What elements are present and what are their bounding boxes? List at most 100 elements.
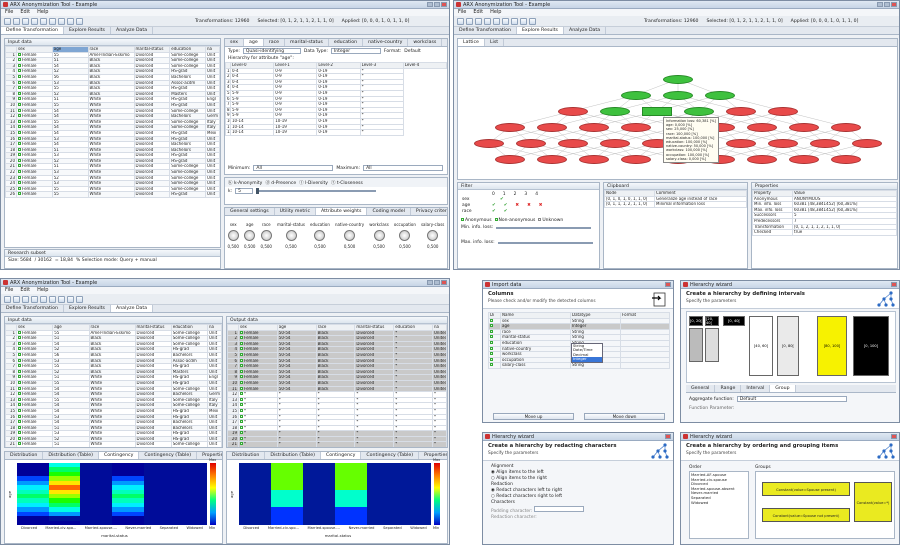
hierarchy-row[interactable]: 2 0-4 0-9 0-19 * — [225, 73, 447, 80]
include-checkbox[interactable] — [18, 80, 21, 84]
include-checkbox[interactable] — [18, 336, 21, 340]
include-checkbox[interactable] — [18, 114, 21, 118]
open-project-icon[interactable] — [466, 17, 473, 25]
include-cell[interactable] — [488, 340, 501, 347]
tab-interval[interactable]: Interval — [741, 385, 771, 392]
interval-diagram[interactable]: [0, 20[[20, 40[[0, 40[[40, 60[[0, 80[[80… — [686, 311, 896, 383]
include-checkbox[interactable] — [240, 370, 243, 373]
lattice-node[interactable] — [642, 107, 672, 116]
privacy-t[interactable]: ⓣ t-Closeness — [330, 180, 363, 186]
table-row[interactable]: 4 Female 52 Black Divorced HS-grad Unit — [5, 346, 222, 353]
include-checkbox[interactable] — [18, 103, 21, 106]
help-icon[interactable] — [76, 17, 83, 25]
include-checkbox[interactable] — [490, 358, 493, 361]
tab-define-transformation[interactable]: Define Transformation — [1, 305, 64, 312]
weight-control[interactable]: sex 0,500 — [228, 222, 239, 249]
table-row[interactable]: 21 * * * * * * — [227, 441, 447, 447]
lattice-node[interactable] — [495, 123, 525, 132]
table-row[interactable]: 5 Female 56 Black Divorced Bachelors Unit — [5, 74, 220, 81]
input-data-table-analyze[interactable]: sex age race marital-status education na 1 Fema… — [5, 324, 222, 447]
hierarchy-icon[interactable] — [49, 295, 56, 303]
table-row[interactable]: 10 Female 55 White Divorced HS-grad Unit — [5, 101, 220, 109]
menu-edit[interactable]: Edit — [20, 287, 31, 293]
new-project-icon[interactable] — [4, 17, 11, 25]
table-row[interactable]: 3 Female 54 Black Divorced Some-college Unit — [5, 62, 220, 70]
table-row[interactable]: 13 * * * * * * — [227, 396, 447, 404]
include-checkbox[interactable] — [18, 136, 21, 140]
anonymize-icon[interactable] — [58, 17, 65, 25]
tab-general[interactable]: General — [686, 385, 716, 392]
settings-icon[interactable] — [520, 17, 527, 25]
clipboard-table[interactable]: Node Comment [0, 1, 0, 1, 0, 1, 1, 0] Gener… — [604, 190, 747, 208]
table-row[interactable]: 17 * * * * * * — [227, 419, 447, 426]
save-project-icon[interactable] — [475, 17, 482, 25]
weight-knob-icon[interactable] — [260, 230, 272, 241]
close-button[interactable] — [891, 282, 897, 287]
lattice-node[interactable] — [831, 123, 861, 132]
tab-analyze-data[interactable]: Analyze Data — [564, 27, 607, 34]
include-checkbox[interactable] — [18, 164, 21, 168]
tab-setting[interactable]: Attribute weights — [316, 208, 368, 215]
close-button[interactable] — [665, 282, 671, 287]
lattice-node[interactable] — [705, 91, 735, 100]
output-data-table[interactable]: sex age race marital-status education na 1 Fema… — [227, 324, 447, 447]
lattice-node[interactable] — [726, 139, 756, 148]
weight-knob-icon[interactable] — [427, 230, 439, 241]
include-checkbox[interactable] — [240, 420, 243, 424]
lattice-node[interactable] — [663, 91, 693, 100]
lattice-node[interactable] — [768, 107, 798, 116]
tab-define-transformation[interactable]: Define Transformation — [454, 27, 517, 34]
tab-analysis[interactable]: Contingency (Table) — [139, 452, 198, 459]
include-checkbox[interactable] — [240, 336, 243, 340]
filter-mark-icon[interactable]: ✖ — [538, 203, 543, 208]
lattice-node[interactable] — [663, 75, 693, 84]
tab-explore-results[interactable]: Explore Results — [64, 27, 111, 34]
privacy-d[interactable]: ⓓ d-Presence — [265, 180, 297, 186]
include-checkbox[interactable] — [490, 363, 493, 367]
include-checkbox[interactable] — [18, 358, 21, 362]
include-checkbox[interactable] — [18, 442, 21, 446]
groups-diagram[interactable]: Constant(value=Spouse present) Constant(… — [755, 471, 895, 539]
include-checkbox[interactable] — [18, 131, 21, 134]
column-header[interactable]: education — [170, 324, 209, 331]
include-checkbox[interactable] — [18, 426, 21, 429]
table-row[interactable]: 8 Female 52 Black Divorced Masters Unit — [5, 90, 220, 98]
aggregate-select[interactable]: Default — [736, 396, 847, 402]
tab-setting[interactable]: Coding model — [367, 208, 411, 215]
order-item[interactable]: Separated — [691, 494, 711, 500]
include-checkbox[interactable] — [18, 370, 21, 373]
help-icon[interactable] — [76, 295, 83, 303]
table-row[interactable]: 18 Female 51 White Divorced Bachelors Unit — [5, 146, 220, 154]
table-row[interactable]: 5 Female 56 Black Divorced Bachelors Unit — [5, 352, 222, 359]
table-row[interactable]: 19 * * * * * * — [227, 430, 447, 437]
new-project-icon[interactable] — [4, 295, 11, 303]
lattice-node[interactable] — [684, 107, 714, 116]
hierarchy-icon[interactable] — [502, 17, 509, 25]
datatype-option[interactable]: Integer — [572, 356, 602, 362]
include-checkbox[interactable] — [240, 331, 243, 334]
table-row[interactable]: 15 Female 54 White Divorced HS-grad Mexi — [5, 407, 222, 415]
table-row[interactable]: 26 Female 55 White Divorced HS-grad Unit — [5, 191, 220, 198]
table-row[interactable]: 20 * * * * * * — [227, 435, 447, 443]
lattice-node[interactable] — [621, 155, 651, 164]
weight-knob-icon[interactable] — [244, 230, 256, 241]
column-row[interactable]: sex String — [488, 317, 670, 325]
tab-attr-native-country[interactable]: native-country — [363, 39, 409, 46]
group-present[interactable]: Constant(value=Spouse present) — [762, 482, 850, 496]
anonymize-icon[interactable] — [511, 17, 518, 25]
hierarchy-row[interactable]: 3 0-4 0-9 0-19 * — [225, 78, 447, 86]
include-checkbox[interactable] — [18, 120, 21, 123]
order-item[interactable]: Divorced — [691, 481, 708, 487]
lattice-node[interactable] — [474, 139, 504, 148]
lattice-node[interactable] — [810, 139, 840, 148]
include-checkbox[interactable] — [490, 346, 493, 350]
lattice-node[interactable] — [789, 155, 819, 164]
include-checkbox[interactable] — [18, 386, 21, 390]
include-checkbox[interactable] — [240, 353, 243, 356]
align-right-radio[interactable]: ○ Align items to the right — [491, 476, 547, 481]
tab-explore-results[interactable]: Explore Results — [64, 305, 111, 312]
weight-control[interactable]: native-country 0,500 — [335, 222, 364, 249]
